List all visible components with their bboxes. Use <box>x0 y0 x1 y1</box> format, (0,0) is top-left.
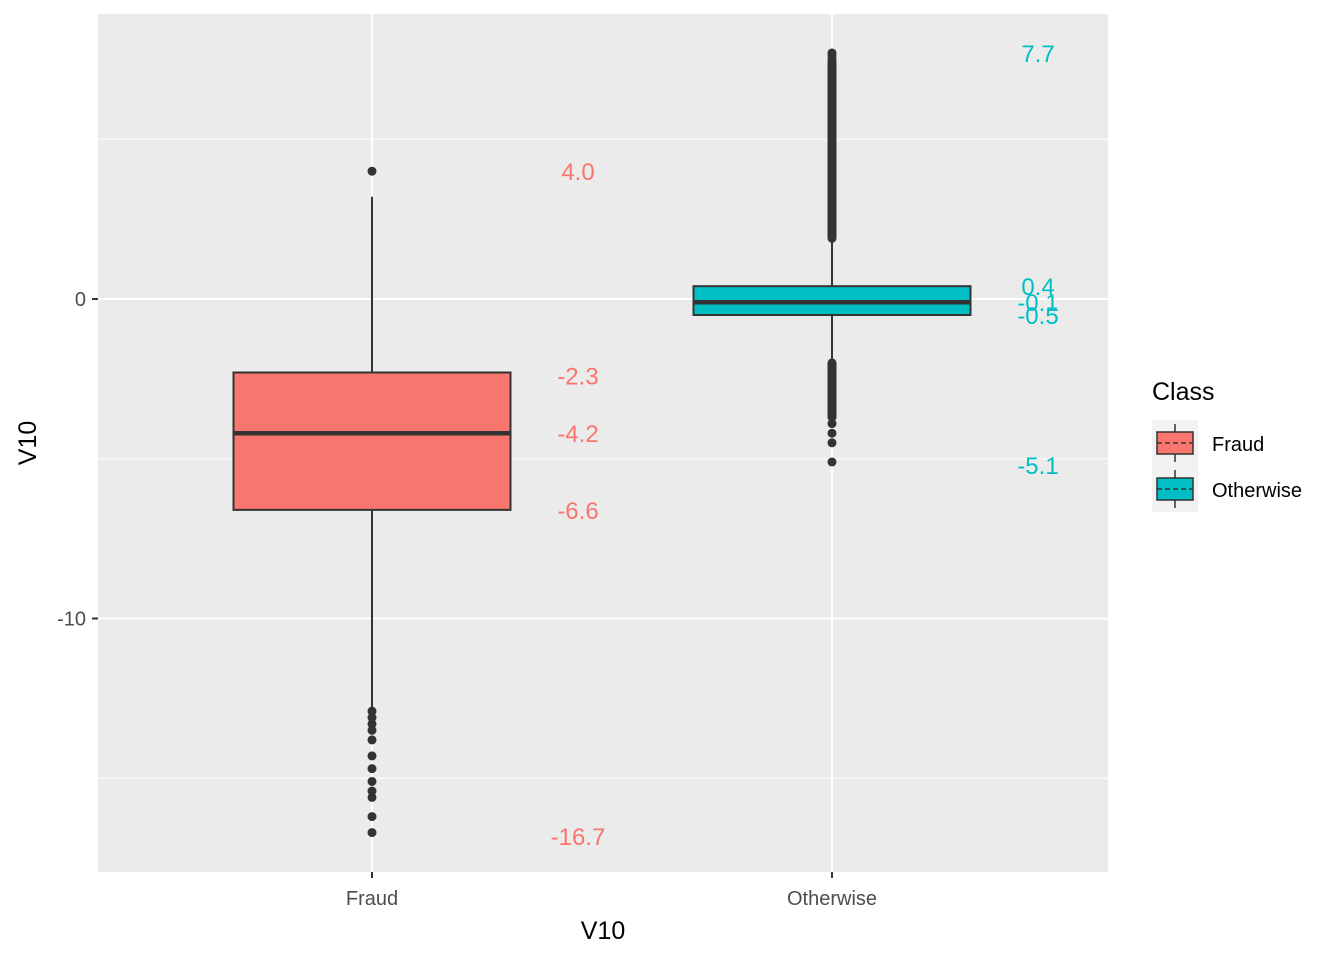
outlier-point <box>367 735 377 745</box>
outlier-point <box>827 54 837 64</box>
y-tick-label: -10 <box>57 609 86 631</box>
legend-key-otherwise: Otherwise <box>1152 466 1302 512</box>
outlier-point <box>367 166 377 176</box>
legend-keys: Fraud Otherwise <box>1152 420 1302 512</box>
legend-key-label: Otherwise <box>1212 480 1302 502</box>
stat-labels-layer: 4.0 -2.3 -4.2 -6.6 -16.7 7.7 0.4-0.1-0.5 -5.1 <box>551 41 1059 851</box>
outlier-point <box>367 725 377 735</box>
legend-key-fraud: Fraud <box>1152 420 1264 466</box>
outlier-point <box>367 764 377 774</box>
outlier-point <box>367 792 377 802</box>
outlier-point <box>827 428 837 438</box>
outlier-point <box>827 438 837 448</box>
x-tick-label: Otherwise <box>787 888 877 910</box>
outlier-point <box>367 713 377 723</box>
outlier-point <box>367 751 377 761</box>
legend-key-label: Fraud <box>1212 434 1264 456</box>
outlier-point <box>367 786 377 796</box>
outlier-band <box>827 358 837 422</box>
boxes-layer <box>232 48 972 838</box>
x-axis-title: V10 <box>581 917 625 945</box>
outlier-point <box>367 828 377 838</box>
stat-label: 7.7 <box>1021 41 1054 68</box>
stat-label: -6.6 <box>557 498 598 525</box>
outlier-point <box>367 776 377 786</box>
outlier-point <box>367 706 377 716</box>
stat-label: 4.0 <box>561 159 594 186</box>
stat-label: -0.1 <box>1017 290 1058 317</box>
stat-label: -2.3 <box>557 364 598 391</box>
box-otherwise <box>692 48 972 467</box>
outlier-point <box>827 419 837 429</box>
legend: Class Fraud Otherwise <box>1152 378 1302 512</box>
outlier-band <box>827 58 837 243</box>
stat-label: -16.7 <box>551 824 606 851</box>
y-tick-label: 0 <box>75 289 86 311</box>
y-axis-title: V10 <box>14 421 42 465</box>
outlier-point <box>827 457 837 467</box>
stat-label: -4.2 <box>557 421 598 448</box>
x-tick-label: Fraud <box>346 888 398 910</box>
box-iqr <box>232 371 512 511</box>
axes-layer: 0 -10 Fraud Otherwise <box>57 289 877 910</box>
box-fraud <box>232 166 512 838</box>
legend-title: Class <box>1152 378 1215 406</box>
stat-label: -5.1 <box>1017 453 1058 480</box>
stat-label: -0.5 <box>1017 303 1058 330</box>
outlier-point <box>367 812 377 822</box>
stat-label: 0.4 <box>1021 274 1054 301</box>
outlier-point <box>367 719 377 729</box>
